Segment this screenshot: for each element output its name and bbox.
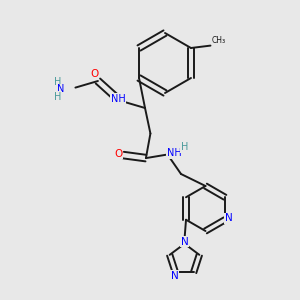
Text: N: N xyxy=(171,271,178,281)
Text: N: N xyxy=(181,237,188,247)
Text: N: N xyxy=(225,213,232,223)
Text: H: H xyxy=(54,76,62,87)
Text: O: O xyxy=(90,69,98,80)
Text: O: O xyxy=(114,148,122,159)
Text: N: N xyxy=(57,84,64,94)
Text: NH: NH xyxy=(111,94,125,104)
Text: CH₃: CH₃ xyxy=(212,36,226,45)
Text: H: H xyxy=(181,142,188,152)
Text: H: H xyxy=(54,92,62,102)
Text: NH: NH xyxy=(167,148,182,158)
